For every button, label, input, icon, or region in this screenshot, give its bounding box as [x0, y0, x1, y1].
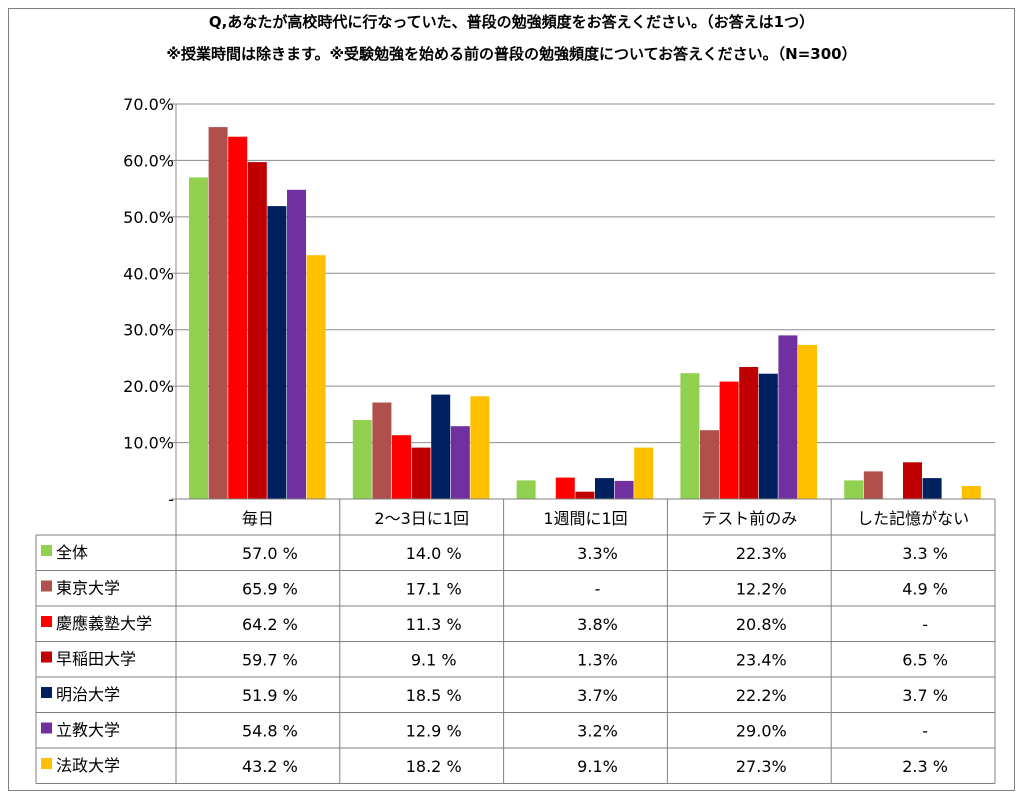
legend-swatch — [41, 616, 52, 627]
legend-label: 早稲田大学 — [56, 650, 136, 669]
data-label: 12.9 % — [406, 722, 462, 741]
data-label: 3.2% — [577, 722, 618, 741]
chart-title-note: ※授業時間は除きます。※受験勉強を始める前の普段の勉強頻度についてお答えください… — [166, 45, 857, 63]
bar — [392, 435, 411, 499]
data-label: 18.2 % — [406, 757, 462, 776]
legend-swatch — [41, 545, 52, 556]
bar — [372, 402, 392, 499]
bar — [287, 189, 306, 500]
data-label: 12.2% — [736, 580, 787, 599]
y-tick-label: 40.0% — [123, 264, 174, 283]
y-tick-label: 30.0% — [123, 321, 174, 340]
data-label: 3.7 % — [902, 686, 948, 705]
y-tick-label: 10.0% — [123, 434, 174, 453]
data-label: 3.8% — [577, 615, 618, 634]
data-label: 3.3 % — [902, 544, 948, 563]
bar — [614, 480, 634, 499]
category-label: テスト前のみ — [701, 509, 797, 528]
bar — [228, 136, 248, 499]
bar — [470, 396, 490, 499]
data-label: 65.9 % — [242, 580, 298, 599]
legend-label: 法政大学 — [56, 756, 120, 775]
bar — [863, 471, 883, 499]
legend-label: 立教大学 — [56, 721, 120, 740]
data-label: 17.1 % — [406, 580, 462, 599]
bar — [844, 480, 864, 499]
data-label: 22.2% — [736, 686, 787, 705]
data-label: 6.5 % — [902, 651, 948, 670]
y-tick-label: 20.0% — [123, 377, 174, 396]
data-label: 3.7% — [577, 686, 618, 705]
legend-label: 全体 — [56, 543, 88, 562]
bar — [411, 447, 431, 499]
data-label: 23.4% — [736, 651, 787, 670]
data-label: - — [595, 580, 601, 599]
bar — [189, 177, 208, 499]
bar — [595, 478, 614, 499]
data-label: 11.3 % — [406, 615, 462, 634]
data-label: 64.2 % — [242, 615, 298, 634]
bar — [922, 478, 942, 499]
data-label: 9.1% — [577, 757, 618, 776]
y-tick-label: 50.0% — [123, 208, 174, 227]
category-label: 毎日 — [242, 509, 274, 528]
data-label: 2.3 % — [902, 757, 948, 776]
data-label: - — [922, 615, 928, 634]
category-label: 2～3日に1回 — [374, 509, 469, 528]
data-label: 4.9 % — [902, 580, 948, 599]
legend-label: 明治大学 — [56, 685, 120, 704]
legend-swatch — [41, 687, 52, 698]
bar — [555, 477, 575, 499]
data-label: 27.3% — [736, 757, 787, 776]
bar — [306, 255, 326, 499]
legend-swatch — [41, 758, 52, 769]
legend-label: 慶應義塾大学 — [56, 614, 152, 633]
data-label: 29.0% — [736, 722, 787, 741]
bar — [450, 426, 470, 499]
chart-title-question: Q,あなたが高校時代に行なっていた、普段の勉強頻度をお答えください。（お答えは1… — [208, 13, 815, 31]
data-label: 54.8 % — [242, 722, 298, 741]
data-label: 57.0 % — [242, 544, 298, 563]
bar — [634, 447, 654, 499]
bar — [247, 162, 267, 499]
bar — [700, 430, 719, 499]
y-tick-label: 70.0% — [123, 95, 174, 114]
data-label: 3.3% — [577, 544, 618, 563]
bar — [516, 480, 536, 499]
data-label: 1.3% — [577, 651, 618, 670]
bar — [352, 420, 372, 499]
bar — [798, 344, 817, 499]
bar — [208, 127, 228, 499]
legend-swatch — [41, 722, 52, 734]
data-label: 43.2 % — [242, 757, 298, 776]
y-tick-label: 60.0% — [123, 151, 174, 170]
bar — [719, 381, 739, 499]
data-label: 22.3% — [736, 544, 787, 563]
data-label: - — [922, 722, 928, 741]
data-label: 14.0 % — [406, 544, 462, 563]
data-label: 9.1 % — [411, 651, 457, 670]
data-label: 20.8% — [736, 615, 787, 634]
bar — [903, 462, 922, 499]
bar — [431, 394, 451, 499]
data-label: 18.5 % — [406, 686, 462, 705]
data-label: 51.9 % — [242, 686, 298, 705]
legend-swatch — [41, 580, 52, 592]
bar — [961, 486, 981, 499]
legend-label: 東京大学 — [56, 579, 120, 598]
bar — [267, 206, 287, 499]
category-label: した記憶がない — [857, 509, 969, 528]
chart-frame — [8, 8, 1015, 791]
y-tick-label: - — [168, 490, 174, 509]
category-label: 1週間に1回 — [543, 509, 627, 528]
bar — [758, 373, 778, 499]
bar — [778, 335, 798, 499]
legend-swatch — [41, 651, 52, 663]
bar — [680, 373, 700, 499]
bar — [575, 491, 595, 499]
bar — [739, 367, 759, 499]
data-label: 59.7 % — [242, 651, 298, 670]
